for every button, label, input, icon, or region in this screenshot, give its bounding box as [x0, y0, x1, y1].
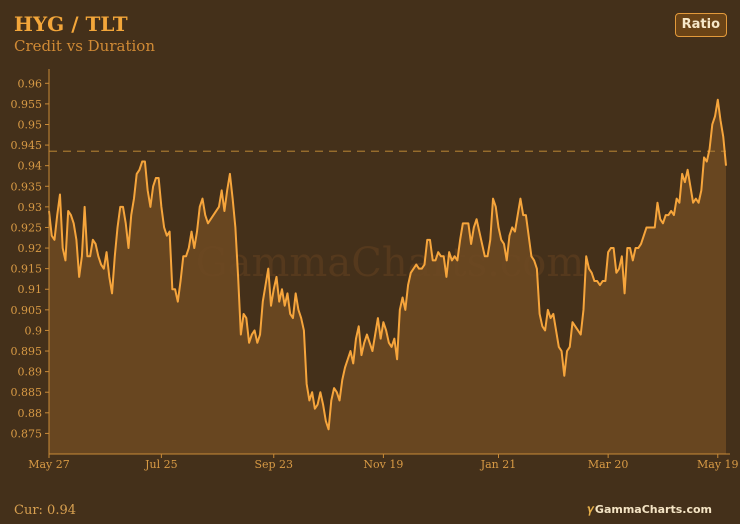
y-tick-label: 0.95: [18, 118, 43, 131]
y-tick-label: 0.92: [18, 242, 43, 255]
x-tick-label: May 19: [697, 458, 739, 471]
chart-subtitle: Credit vs Duration: [14, 37, 155, 55]
y-tick-label: 0.885: [11, 386, 43, 399]
y-tick-label: 0.93: [18, 201, 43, 214]
gamma-logo-icon: 𝛾: [587, 502, 594, 516]
y-tick-label: 0.96: [18, 77, 43, 90]
y-tick-label: 0.905: [11, 304, 43, 317]
y-tick-label: 0.935: [11, 180, 43, 193]
y-tick-label: 0.895: [11, 345, 43, 358]
series-line: [48, 98, 727, 431]
y-tick-label: 0.945: [11, 139, 43, 152]
series-area: [49, 99, 726, 455]
current-value-label: Cur: 0.94: [14, 503, 76, 518]
chart-title: HYG / TLT: [14, 12, 128, 36]
x-tick-label: Sep 23: [254, 458, 293, 471]
ratio-mode-button[interactable]: Ratio: [674, 13, 727, 37]
y-tick-label: 0.955: [11, 98, 43, 111]
brand-text: GammaCharts.com: [594, 503, 712, 516]
y-tick-label: 0.875: [11, 427, 43, 440]
x-tick-label: Mar 20: [588, 458, 629, 471]
y-tick-label: 0.915: [11, 263, 43, 276]
x-tick-label: Jul 25: [144, 458, 178, 471]
y-tick-label: 0.88: [18, 407, 43, 420]
y-tick-label: 0.925: [11, 221, 43, 234]
y-tick-label: 0.9: [25, 324, 43, 337]
x-tick-label: Nov 19: [363, 458, 403, 471]
x-tick-label: Jan 21: [480, 458, 517, 471]
brand-logo[interactable]: 𝛾GammaCharts.com: [588, 502, 712, 517]
x-tick-label: May 27: [28, 458, 70, 471]
y-tick-label: 0.89: [18, 366, 43, 379]
y-tick-label: 0.91: [18, 283, 43, 296]
y-tick-label: 0.94: [18, 160, 43, 173]
